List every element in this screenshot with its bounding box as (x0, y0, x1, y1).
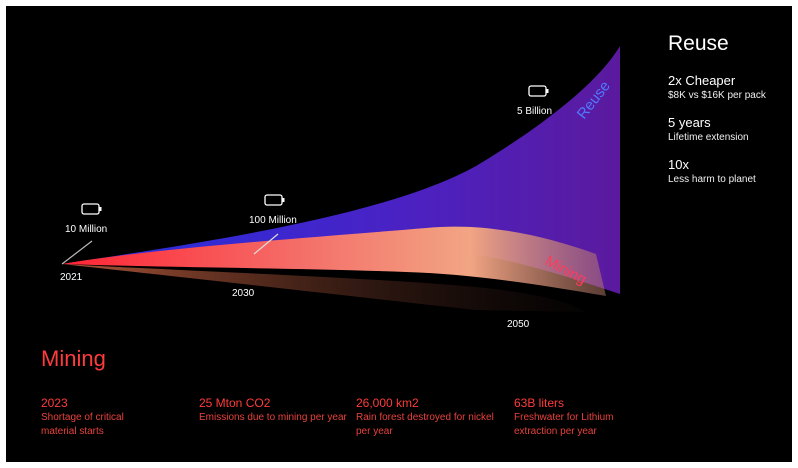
milestone-label: 100 Million (249, 215, 297, 226)
reuse-item: 10x Less harm to planet (668, 156, 766, 187)
year-label: 2021 (60, 272, 83, 283)
reuse-item-desc: $8K vs $16K per pack (668, 90, 766, 101)
mining-tail (62, 264, 586, 312)
reuse-item-value: 5 years (668, 115, 711, 130)
mining-item-value: 2023 (41, 396, 68, 410)
mining-item-value: 25 Mton CO2 (199, 396, 271, 410)
reuse-item: 5 years Lifetime extension (668, 114, 766, 145)
mining-item-value: 63B liters (514, 396, 565, 410)
battery-icon (528, 85, 549, 97)
mining-item-value: 26,000 km2 (356, 396, 419, 410)
reuse-item-value: 10x (668, 157, 689, 172)
battery-icon (264, 194, 285, 206)
leader-line-100m (253, 233, 279, 255)
mining-band (62, 226, 606, 296)
reuse-item-desc: Lifetime extension (668, 132, 749, 143)
reuse-item-value: 2x Cheaper (668, 73, 736, 88)
growth-chart: 10 Million 100 Million 5 Billion 2021 20… (60, 46, 620, 330)
reuse-item: 2x Cheaper $8K vs $16K per pack (668, 72, 766, 103)
battery-icon (81, 203, 102, 215)
mining-item-desc: Freshwater for Lithium extraction per ye… (514, 412, 614, 437)
mining-item-desc: Emissions due to mining per year (199, 412, 347, 423)
mining-item-desc: Shortage of critical material starts (41, 412, 124, 437)
mining-title: Mining (41, 346, 106, 371)
leader-line-10m (61, 240, 93, 265)
slide: 10 Million 100 Million 5 Billion 2021 20… (6, 6, 792, 462)
mining-item: 26,000 km2 Rain forest destroyed for nic… (356, 395, 506, 439)
mining-item: 63B liters Freshwater for Lithium extrac… (514, 395, 664, 439)
reuse-title: Reuse (668, 32, 729, 55)
milestone-label: 10 Million (65, 224, 107, 235)
reuse-item-desc: Less harm to planet (668, 174, 756, 185)
reuse-panel: Reuse 2x Cheaper $8K vs $16K per pack 5 … (668, 32, 766, 198)
year-label: 2030 (232, 288, 255, 299)
mining-panel: Mining (41, 346, 106, 372)
year-label: 2050 (507, 319, 530, 330)
mining-item: 25 Mton CO2 Emissions due to mining per … (199, 395, 349, 425)
mining-item-desc: Rain forest destroyed for nickel per yea… (356, 412, 494, 437)
mining-item: 2023 Shortage of critical material start… (41, 395, 191, 439)
milestone-label: 5 Billion (517, 106, 552, 117)
